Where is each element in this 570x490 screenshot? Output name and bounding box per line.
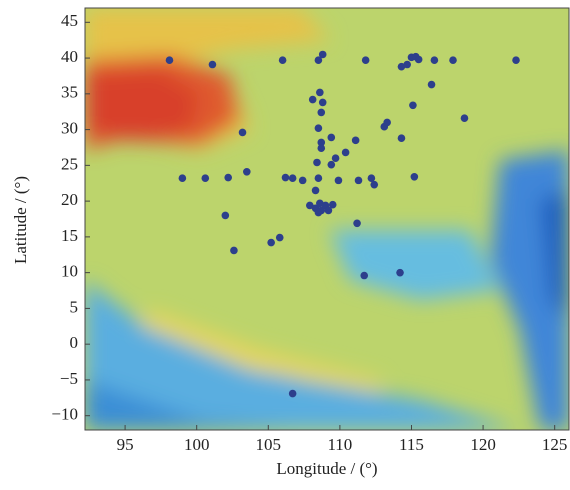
data-point: [289, 390, 297, 398]
data-point: [209, 61, 217, 69]
chart: Longitude / (°) Latitude / (°) 951001051…: [0, 0, 570, 485]
data-point: [267, 239, 275, 247]
x-axis-label: Longitude / (°): [276, 459, 377, 478]
data-point: [239, 129, 247, 137]
data-point: [315, 124, 323, 132]
data-point: [353, 219, 361, 227]
data-point: [309, 96, 317, 104]
data-point: [315, 174, 323, 182]
data-point: [449, 56, 457, 64]
y-tick-label: 40: [61, 47, 78, 66]
data-point: [179, 174, 187, 182]
data-point: [411, 173, 419, 181]
y-tick-label: 30: [61, 118, 78, 137]
data-point: [398, 134, 406, 142]
data-point: [224, 174, 232, 182]
data-point: [279, 56, 287, 64]
data-point: [313, 159, 321, 167]
y-tick-label: 0: [70, 333, 79, 352]
data-point: [383, 119, 391, 127]
data-point: [317, 144, 325, 152]
data-point: [396, 269, 404, 277]
data-point: [370, 181, 378, 189]
y-tick-label: 35: [61, 83, 78, 102]
y-tick-label: 10: [61, 262, 78, 281]
x-tick-label: 110: [327, 435, 352, 454]
terrain-background: [85, 8, 569, 430]
y-tick-label: −10: [51, 405, 78, 424]
data-point: [201, 174, 209, 182]
data-point: [317, 109, 325, 117]
data-point: [428, 81, 436, 89]
y-tick-label: 15: [61, 226, 78, 245]
x-tick-label: 105: [256, 435, 282, 454]
data-point: [409, 101, 417, 109]
y-tick-label: −5: [60, 369, 78, 388]
x-tick-label: 100: [184, 435, 210, 454]
x-tick-label: 115: [399, 435, 424, 454]
data-point: [352, 137, 360, 145]
data-point: [342, 149, 350, 157]
data-point: [319, 99, 327, 107]
data-point: [312, 187, 320, 195]
data-point: [166, 56, 174, 64]
data-point: [289, 174, 297, 182]
data-point: [282, 174, 290, 182]
data-point: [222, 212, 230, 220]
data-point: [431, 56, 439, 64]
x-tick-label: 95: [117, 435, 134, 454]
x-tick-label: 120: [470, 435, 496, 454]
data-point: [355, 177, 363, 185]
data-point: [461, 114, 469, 122]
y-tick-label: 25: [61, 154, 78, 173]
data-point: [415, 56, 423, 64]
y-tick-label: 45: [61, 11, 78, 30]
y-axis-label: Latitude / (°): [11, 176, 30, 264]
data-point: [299, 177, 307, 185]
data-point: [512, 56, 520, 64]
y-tick-label: 5: [70, 297, 79, 316]
data-point: [316, 89, 324, 97]
data-point: [327, 161, 335, 169]
y-tick-label: 20: [61, 190, 78, 209]
data-point: [329, 201, 337, 209]
data-point: [327, 134, 335, 142]
data-point: [319, 51, 327, 59]
data-point: [335, 177, 343, 185]
data-point: [230, 247, 238, 255]
data-point: [315, 209, 323, 217]
data-point: [403, 61, 411, 69]
data-point: [243, 168, 251, 176]
data-point: [360, 272, 368, 280]
data-point: [276, 234, 284, 242]
data-point: [332, 154, 340, 162]
data-point: [362, 56, 370, 64]
x-tick-label: 125: [542, 435, 568, 454]
